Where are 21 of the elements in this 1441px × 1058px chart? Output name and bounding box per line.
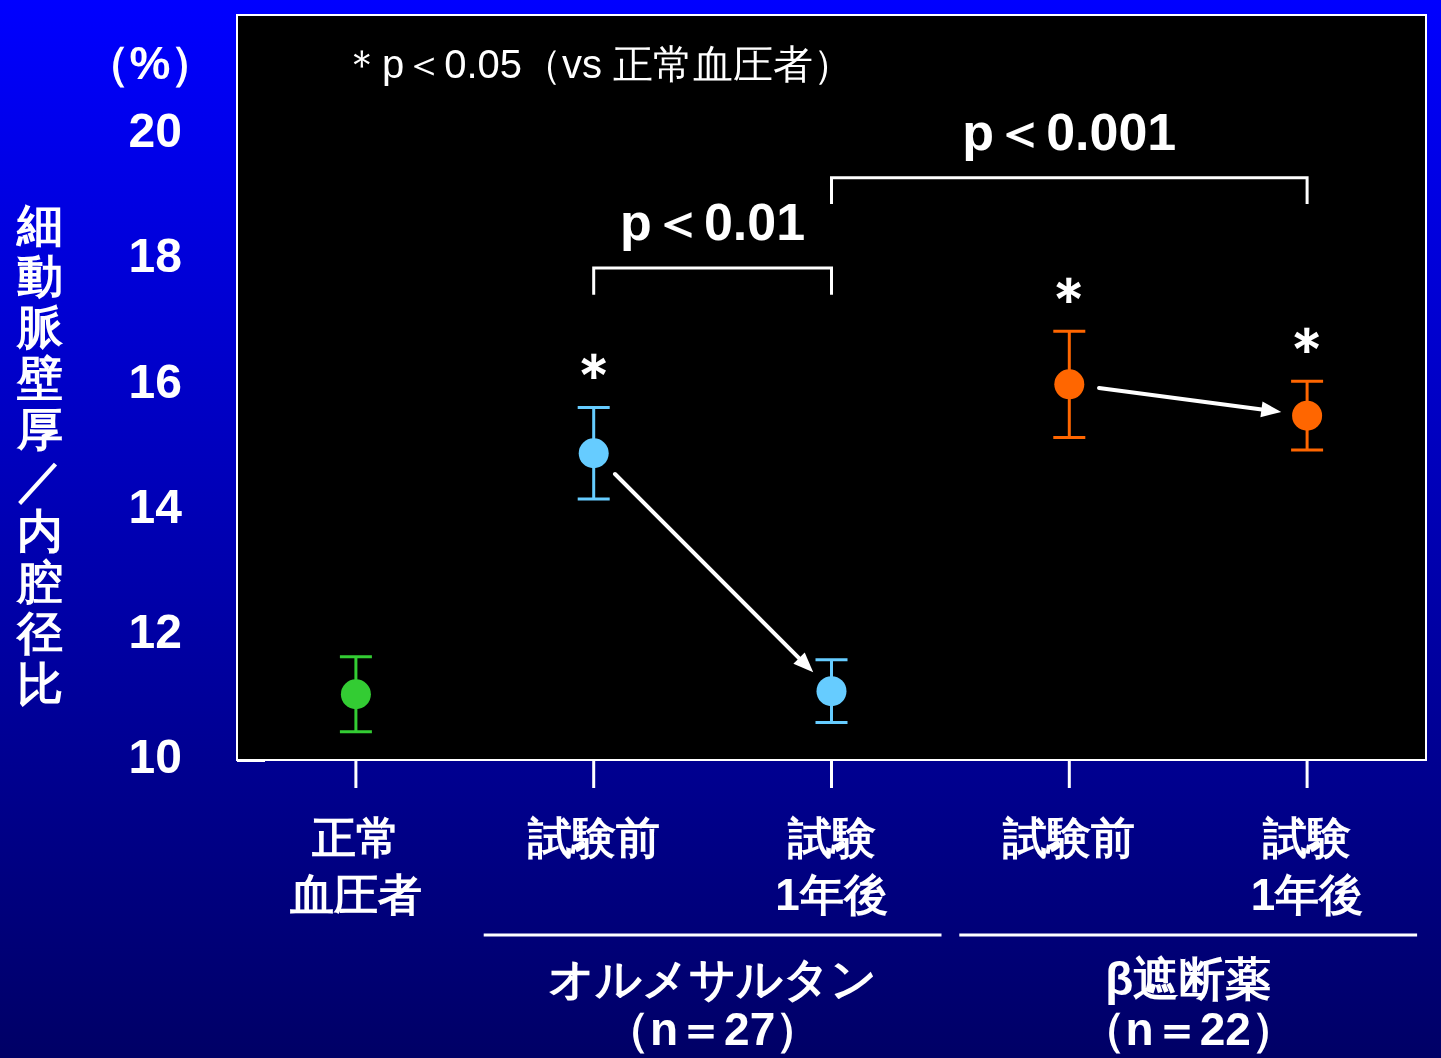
x-tick-label: 正常血圧者 (288, 812, 422, 919)
x-tick-label: 試験前 (526, 812, 660, 862)
x-tick-label: 試験1年後 (775, 812, 888, 919)
y-tick-label: 12 (128, 605, 182, 659)
annotation: ＊ (565, 341, 622, 405)
text: オルメサルタン（n＝27） (548, 952, 878, 1055)
x-tick-label: 試験1年後 (1250, 812, 1364, 919)
annotation: ＊p＜0.05（vs 正常血圧者） (342, 42, 854, 87)
x-tick-label: 試験前 (1002, 812, 1136, 862)
y-tick-label: 10 (128, 730, 182, 784)
annotation: p＜0.001 (962, 103, 1177, 162)
annotation: ＊ (1279, 315, 1336, 379)
text: （%） (83, 36, 217, 89)
y-tick-label: 20 (128, 104, 182, 158)
y-tick-label: 16 (128, 354, 182, 408)
annotation: p＜0.01 (620, 193, 806, 252)
y-tick-label: 18 (128, 229, 182, 283)
annotation: ＊ (1041, 265, 1098, 329)
text: β遮断薬（n＝22） (1079, 952, 1297, 1055)
text: 細動脈壁厚／内腔径比 (17, 198, 63, 710)
y-tick-label: 14 (128, 479, 183, 533)
